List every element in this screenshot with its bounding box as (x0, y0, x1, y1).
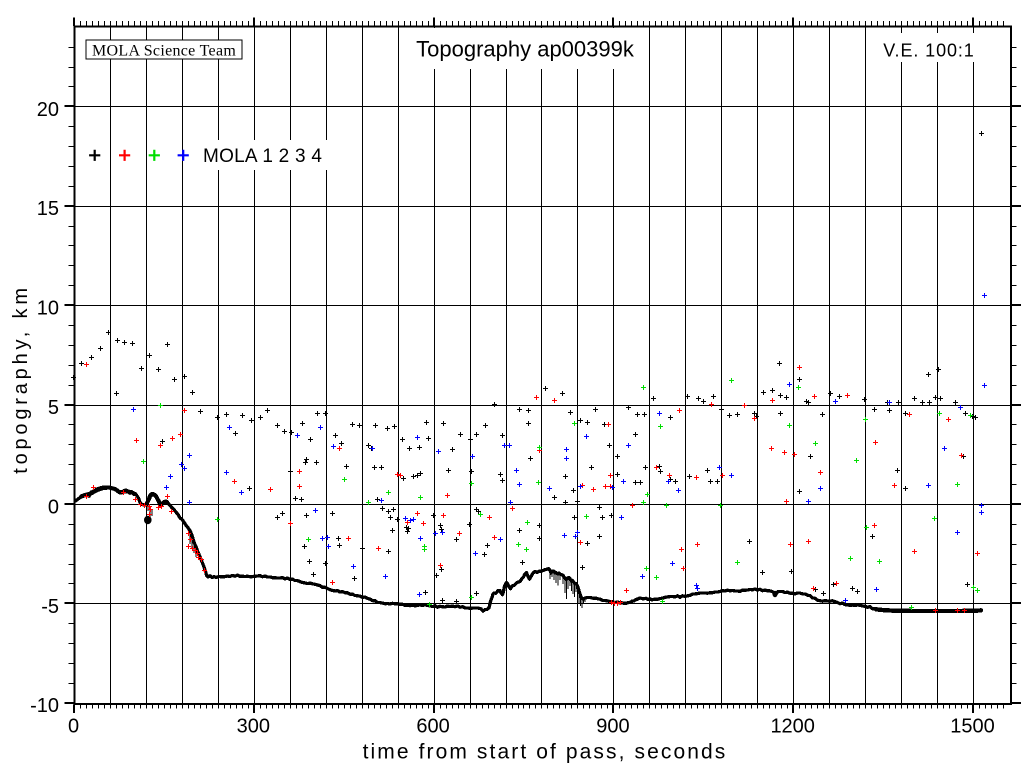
svg-text:topography, km: topography, km (10, 284, 32, 474)
svg-text:Topography ap00399k: Topography ap00399k (416, 37, 635, 62)
svg-text:MOLA 1 2 3 4: MOLA 1 2 3 4 (203, 146, 322, 167)
svg-text:1500: 1500 (950, 716, 995, 738)
svg-text:10: 10 (37, 298, 59, 320)
svg-text:0: 0 (68, 716, 79, 738)
svg-text:0: 0 (48, 496, 59, 518)
svg-text:-10: -10 (30, 695, 59, 717)
svg-text:900: 900 (596, 716, 629, 738)
svg-text:1200: 1200 (770, 716, 815, 738)
svg-text:MOLA Science Team: MOLA Science Team (92, 43, 236, 60)
svg-text:time from start of pass, secon: time from start of pass, seconds (363, 741, 728, 764)
svg-text:5: 5 (48, 397, 59, 419)
svg-text:V.E. 100:1: V.E. 100:1 (883, 40, 974, 60)
svg-text:15: 15 (37, 198, 59, 220)
svg-text:20: 20 (37, 99, 59, 121)
svg-text:-5: -5 (41, 596, 59, 618)
svg-text:300: 300 (237, 716, 270, 738)
svg-text:600: 600 (416, 716, 449, 738)
